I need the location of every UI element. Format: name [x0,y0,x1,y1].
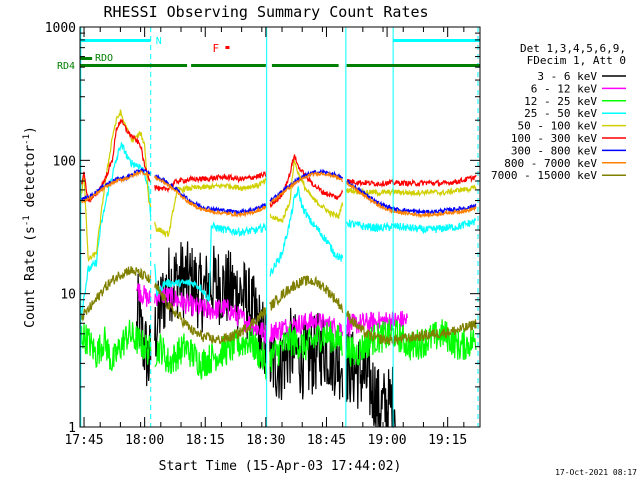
series-line [346,217,477,234]
night-flag-bar [393,39,480,42]
y-axis-label: Count Rate (s-1 detector-1) [22,126,38,328]
rd4-flag-bar [346,64,480,67]
legend-entry-label: 50 - 100 keV [518,120,598,133]
series-layer [79,109,477,428]
legend-header-line-2: FDecim 1, Att 0 [527,54,626,67]
x-axis-label: Start Time (15-Apr-03 17:44:02) [159,459,402,474]
series-line [269,186,344,277]
series-line [79,167,152,203]
legend-entry-label: 100 - 300 keV [511,132,597,145]
y-tick-label: 10 [60,288,76,303]
legend-entry-label: 7000 - 15000 keV [491,169,597,182]
legend-entry-label: 3 - 6 keV [537,70,597,83]
y-axis-label-mid: detector [23,145,38,216]
flare-flag-marker [225,46,230,49]
legend-entry-label: 6 - 12 keV [531,82,598,95]
rd4-flag-bar [191,64,266,67]
axes-layer: 1 10 100 1000 17:45 18:00 18:15 18:30 18:45 19:00… [45,21,480,448]
rdo-flag-label: RDO [95,53,113,64]
legend: Det 1,3,4,5,6,9, FDecim 1, Att 0 3 - 6 k… [491,42,626,182]
x-tick-label: 19:15 [428,433,467,448]
series-line [154,284,267,344]
y-tick-label: 1 [68,421,76,436]
series-line [154,170,267,194]
y-tick-label: 100 [53,154,76,169]
series-line [269,154,344,208]
x-tick-label: 19:00 [368,433,407,448]
series-line [269,321,344,373]
series-line [154,177,267,238]
x-tick-label: 18:00 [125,433,164,448]
y-axis-label-sup1: -1 [22,215,32,226]
series-line [79,266,152,322]
flags-layer: N F RDO RD4 [57,27,480,427]
rd4-flag-bar [271,64,339,67]
x-tick-label: 17:45 [64,433,103,448]
plot-frame [79,26,481,428]
series-line [79,118,152,203]
night-flag-label: N [156,36,162,47]
series-line [79,319,152,371]
night-flag-bar [80,39,151,42]
series-line [79,141,152,327]
legend-header-line-1: Det 1,3,4,5,6,9, [520,42,626,55]
series-line [154,325,267,381]
rdo-flag-bar [80,57,93,60]
flare-flag-label: F [212,42,219,55]
footer-timestamp: 17-Oct-2021 08:17 [555,468,637,477]
x-tick-label: 18:45 [307,433,346,448]
series-line [136,283,152,307]
series-line [154,173,267,216]
series-line [154,175,267,218]
series-line [346,179,477,216]
legend-entry-label: 25 - 50 keV [524,107,597,120]
series-line [346,310,477,346]
series-line [79,109,152,263]
y-axis-label-sup2: -1 [22,134,32,145]
legend-entry-label: 300 - 800 keV [511,144,597,157]
x-tick-label: 18:15 [186,433,225,448]
chart-title: RHESSI Observing Summary Count Rates [103,3,428,21]
rd4-flag-bar [80,64,188,67]
legend-entry-label: 800 - 7000 keV [504,157,597,170]
series-line [346,174,477,188]
y-axis-label-main: Count Rate (s [23,226,38,328]
series-line [154,221,267,302]
legend-entry-label: 12 - 25 keV [524,95,597,108]
series-line [269,171,344,205]
series-line [79,169,152,204]
series-line [269,275,344,313]
series-line [346,180,477,219]
series-line [154,281,267,345]
series-line [269,159,344,223]
rd4-flag-label: RD4 [57,61,75,72]
x-tick-label: 18:30 [246,433,285,448]
series-line [346,184,477,198]
y-axis-label-end: ) [23,126,38,134]
y-tick-label: 1000 [45,21,76,36]
